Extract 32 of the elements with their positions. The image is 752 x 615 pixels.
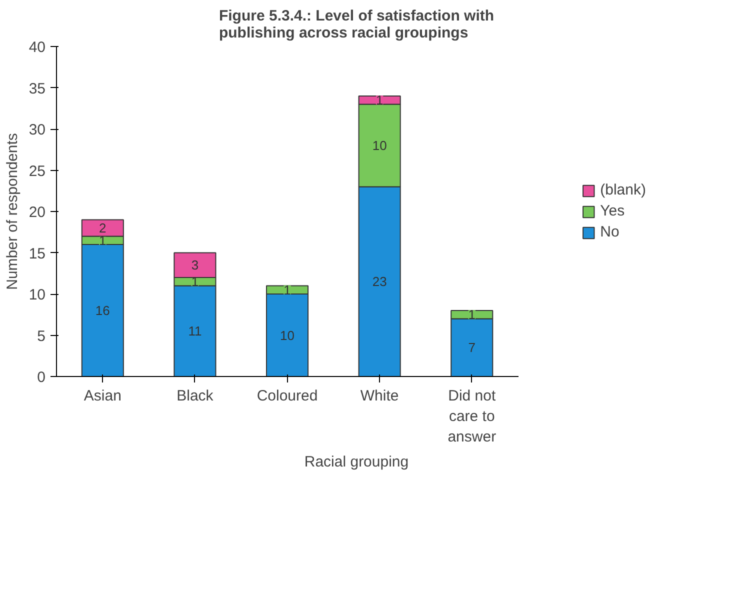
y-tick-label: 30 [28,122,46,138]
y-axis-title: Number of respondents [4,133,21,290]
y-tick-label: 0 [37,369,46,386]
legend-label: No [600,224,620,240]
data-label: 16 [95,303,110,318]
data-label: 10 [280,328,295,343]
y-tick-label: 25 [28,162,46,180]
y-tick-label: 20 [28,204,46,221]
y-tick-label: 10 [28,286,46,304]
y-tick-label: 5 [37,328,46,345]
legend-label: (blank) [600,182,646,198]
x-tick-label: Black [176,388,214,404]
data-label: 1 [376,92,384,108]
chart-title: Figure 5.3.4.: Level of satisfaction with publishing across racial groupings [218,8,494,42]
data-label: 11 [188,324,202,339]
data-label: 1 [284,282,291,298]
data-label: 10 [372,138,387,153]
x-tick-label: White [360,388,399,404]
data-label: 1 [99,232,106,248]
data-label: 2 [99,220,106,236]
x-tick-label: Asian [84,388,122,404]
data-label: 3 [191,258,199,273]
x-axis-title: Racial grouping [304,453,409,470]
data-label: 1 [468,307,476,322]
legend-label: Yes [600,202,625,220]
x-tick-label: Coloured [256,388,318,404]
data-label: 7 [468,340,476,356]
y-tick-label: 35 [28,80,46,98]
x-tick-label: Did not care to answer [448,388,496,446]
y-tick-label: 15 [28,245,46,262]
y-tick-label: 40 [28,39,46,56]
data-label: 23 [372,274,387,290]
